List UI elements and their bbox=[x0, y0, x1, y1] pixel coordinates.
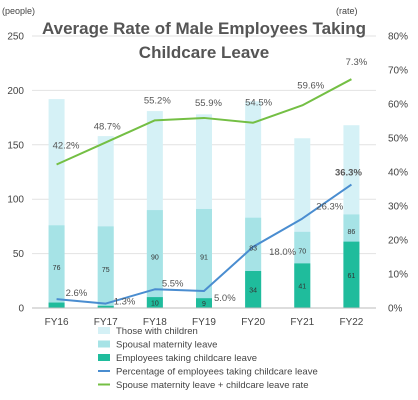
line-spouse-maternity-plus-childcare-rate bbox=[56, 78, 352, 166]
right-tick-label: 10% bbox=[388, 270, 408, 281]
employees-value-label: 10 bbox=[151, 301, 159, 308]
right-tick-label: 60% bbox=[388, 100, 408, 111]
employees-value-label: 41 bbox=[298, 284, 306, 291]
bar-employees-childcare-leave bbox=[196, 298, 212, 308]
legend-label: Spousal maternity leave bbox=[116, 340, 217, 351]
maternity-value-label: 70 bbox=[298, 249, 306, 256]
bars bbox=[48, 99, 360, 309]
rate-point-label: 59.6% bbox=[297, 80, 324, 91]
rate-point-label: 42.2% bbox=[53, 141, 80, 152]
left-tick-label: 100 bbox=[7, 195, 24, 206]
rate-point-label: 55.9% bbox=[195, 98, 222, 109]
chart-title-line-1: Average Rate of Male Employees Taking bbox=[42, 19, 366, 38]
legend: Those with children Spousal maternity lea… bbox=[98, 326, 318, 391]
percentage-point-label: 18.0% bbox=[269, 247, 296, 258]
maternity-value-label: 75 bbox=[102, 267, 110, 274]
right-tick-label: 20% bbox=[388, 236, 408, 247]
maternity-value-label: 91 bbox=[200, 255, 208, 262]
rate-point-label: 48.7% bbox=[94, 121, 121, 132]
category-label: FY22 bbox=[339, 317, 363, 328]
category-label: FY20 bbox=[241, 317, 265, 328]
maternity-value-label: 83 bbox=[249, 245, 257, 252]
legend-swatch bbox=[98, 340, 110, 348]
chart-title-line-2: Childcare Leave bbox=[139, 43, 269, 62]
data-labels: 76 75 90 91 83 70 86 10 9 34 41 61 42.2% 48.7% 55.2% 55… bbox=[53, 57, 368, 308]
percentage-point-label: 1.3% bbox=[114, 297, 136, 308]
bar-employees-childcare-leave bbox=[245, 271, 262, 308]
bar-spousal-maternity-leave bbox=[97, 226, 114, 308]
legend-swatch bbox=[98, 354, 110, 361]
right-tick-label: 0% bbox=[388, 304, 403, 315]
right-tick-label: 30% bbox=[388, 202, 408, 213]
bar-spousal-maternity-leave bbox=[48, 225, 65, 308]
employees-value-label: 61 bbox=[348, 273, 356, 280]
rate-point-label: 55.2% bbox=[144, 95, 171, 106]
left-tick-label: 0 bbox=[18, 304, 24, 315]
category-label: FY16 bbox=[45, 317, 69, 328]
axes: 0 50 100 150 200 250 0% 10% 20% 30% 40% 50% 60% 70% 80… bbox=[7, 32, 408, 329]
bar-employees-childcare-leave bbox=[146, 297, 163, 308]
line-percentage-childcare-leave bbox=[56, 183, 352, 305]
legend-label: Spouse maternity leave + childcare leave… bbox=[116, 380, 308, 391]
employees-value-label: 34 bbox=[249, 288, 257, 295]
rate-point-label: 54.5% bbox=[245, 98, 272, 109]
category-label: FY19 bbox=[192, 317, 216, 328]
legend-label: Employees taking childcare leave bbox=[116, 353, 257, 364]
maternity-value-label: 76 bbox=[53, 265, 61, 272]
maternity-value-label: 86 bbox=[348, 229, 356, 236]
employees-value-label: 9 bbox=[202, 301, 206, 308]
left-tick-label: 250 bbox=[7, 32, 24, 43]
right-tick-label: 50% bbox=[388, 134, 408, 145]
legend-swatch bbox=[98, 327, 110, 334]
legend-label: Those with children bbox=[116, 326, 198, 337]
category-label: FY18 bbox=[143, 317, 167, 328]
bar-employees-childcare-leave bbox=[48, 302, 65, 308]
category-label: FY17 bbox=[94, 317, 118, 328]
percentage-point-label: 2.6% bbox=[66, 288, 88, 299]
left-tick-label: 200 bbox=[7, 86, 24, 97]
left-tick-label: 150 bbox=[7, 140, 24, 151]
percentage-point-label: 5.0% bbox=[214, 293, 236, 304]
left-tick-label: 50 bbox=[13, 249, 25, 260]
bar-employees-childcare-leave bbox=[343, 241, 360, 308]
right-tick-label: 40% bbox=[388, 168, 408, 179]
right-tick-label: 80% bbox=[388, 32, 408, 43]
rate-point-label: 7.3% bbox=[346, 57, 368, 68]
bar-spousal-maternity-leave bbox=[196, 208, 212, 308]
right-axis-unit: (rate) bbox=[336, 6, 358, 16]
percentage-point-label: 26.3% bbox=[316, 202, 343, 213]
bar-spousal-maternity-leave bbox=[146, 210, 163, 308]
bar-employees-childcare-leave bbox=[294, 263, 311, 308]
bar-employees-childcare-leave bbox=[97, 305, 114, 308]
left-axis-unit: (people) bbox=[2, 6, 35, 16]
maternity-value-label: 90 bbox=[151, 255, 159, 262]
legend-label: Percentage of employees taking childcare… bbox=[116, 367, 318, 378]
percentage-point-label: 36.3% bbox=[335, 168, 362, 179]
percentage-point-label: 5.5% bbox=[162, 278, 184, 289]
category-label: FY21 bbox=[290, 317, 314, 328]
right-tick-label: 70% bbox=[388, 66, 408, 77]
lines bbox=[56, 78, 352, 305]
